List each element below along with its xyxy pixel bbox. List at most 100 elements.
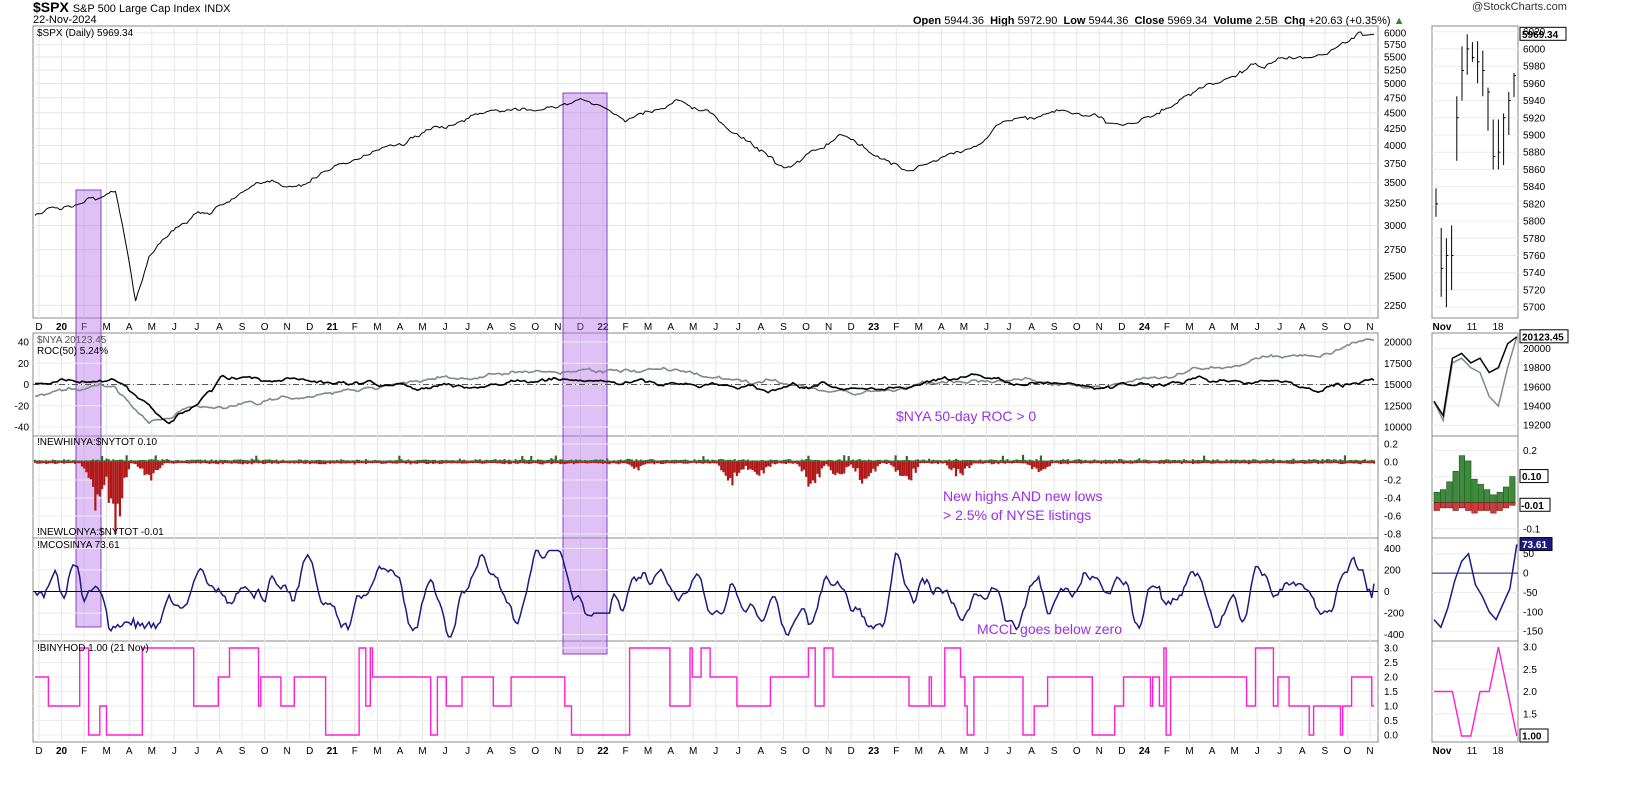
detail-bin-y-tick-label: 1.5 <box>1523 709 1537 720</box>
roc50-line <box>34 373 1375 425</box>
detail-x-tick-label: 18 <box>1492 746 1504 757</box>
nya-y-tick-label: 20000 <box>1384 338 1412 349</box>
panel-price-frame <box>32 25 1379 319</box>
detail-new-high-bar <box>1496 491 1503 503</box>
x-tick-label: N <box>284 322 291 333</box>
nh-annotation-line1: New highs AND new lows <box>943 488 1103 504</box>
bin-y-tick-label: 0.5 <box>1384 716 1398 727</box>
x-tick-label: M <box>418 322 426 333</box>
x-tick-label: S <box>239 746 246 757</box>
x-tick-label: O <box>261 322 269 333</box>
detail-bin-y-tick-label: 2.5 <box>1523 665 1537 676</box>
price-y-tick-label: 4500 <box>1384 108 1407 119</box>
detail-new-high-bar <box>1471 478 1478 503</box>
x-tick-label: M <box>1185 746 1193 757</box>
roc-y-tick-label: 0 <box>23 380 29 391</box>
detail-mc-last-tag <box>1519 537 1553 552</box>
detail-nh-high-value: 0.10 <box>1522 472 1542 483</box>
price-y-tick-label: 3000 <box>1384 221 1407 232</box>
x-tick-label: A <box>1299 322 1306 333</box>
x-tick-label: 21 <box>327 322 339 333</box>
detail-mc-y-tick-label: -150 <box>1523 627 1543 638</box>
spx-price-line <box>34 31 1375 302</box>
detail-price-y-tick-label: 5820 <box>1523 199 1546 210</box>
x-tick-label: S <box>1322 746 1329 757</box>
close-value: 5969.34 <box>1167 15 1208 27</box>
detail-x-tick-label: 11 <box>1467 746 1478 757</box>
x-tick-label: M <box>373 746 381 757</box>
mc-y-tick-label: 400 <box>1384 544 1401 555</box>
x-tick-label: A <box>1028 746 1035 757</box>
nh-y-tick-label: -0.6 <box>1384 512 1402 523</box>
x-tick-label: F <box>352 746 358 757</box>
x-tick-label: N <box>1366 746 1373 757</box>
x-tick-label: D <box>35 322 42 333</box>
detail-price-y-tick-label: 5740 <box>1523 268 1546 279</box>
x-tick-label: J <box>194 746 199 757</box>
up-triangle-icon: ▲ <box>1393 15 1405 27</box>
detail-price-y-tick-label: 5880 <box>1523 148 1546 159</box>
detail-new-low-bar <box>1458 502 1465 509</box>
nh-y-tick-label: -0.8 <box>1384 530 1402 541</box>
x-tick-label: 24 <box>1139 746 1151 757</box>
detail-nya-y-tick-label: 19400 <box>1523 402 1551 413</box>
x-tick-label: M <box>1230 322 1238 333</box>
x-tick-label: J <box>465 322 470 333</box>
x-tick-label: M <box>915 322 923 333</box>
detail-new-low-bar <box>1503 502 1510 509</box>
detail-mc-frame <box>1431 537 1519 642</box>
detail-new-low-bar <box>1440 502 1447 509</box>
detail-nh-y-tick-label: 0.2 <box>1523 446 1537 457</box>
detail-new-high-bar <box>1477 484 1484 503</box>
x-tick-label: J <box>172 746 177 757</box>
mc-legend: !MCOSINYA 73.61 <box>37 540 120 551</box>
x-tick-label: M <box>960 322 968 333</box>
x-tick-label: F <box>893 746 899 757</box>
bin-y-tick-label: 2.5 <box>1384 658 1398 669</box>
high-value: 5972.90 <box>1017 15 1058 27</box>
detail-new-low-bar <box>1484 502 1491 511</box>
x-tick-label: D <box>577 746 584 757</box>
bin-legend: !BINYHOD 1.00 (21 Nov) <box>37 643 149 654</box>
detail-new-high-bar <box>1484 489 1491 503</box>
price-legend: $SPX (Daily) 5969.34 <box>37 28 134 39</box>
price-y-tick-label: 5750 <box>1384 40 1407 51</box>
mc-annotation: MCCL goes below zero <box>977 621 1122 637</box>
x-tick-label: A <box>126 746 133 757</box>
x-tick-label: F <box>893 322 899 333</box>
detail-binyhod-line <box>1434 646 1518 737</box>
price-y-tick-label: 3750 <box>1384 159 1407 170</box>
detail-x-tick-label: 11 <box>1467 322 1478 333</box>
x-tick-label: 20 <box>56 322 68 333</box>
x-tick-label: J <box>1007 322 1012 333</box>
x-tick-label: O <box>1344 746 1352 757</box>
detail-nya-last-value: 20123.45 <box>1522 332 1564 343</box>
nh-annotation-line2: > 2.5% of NYSE listings <box>943 507 1091 523</box>
detail-new-high-bar <box>1433 491 1440 503</box>
price-y-tick-label: 2750 <box>1384 245 1407 256</box>
x-tick-label: O <box>1344 322 1352 333</box>
nya-legend: $NYA 20123.45 <box>37 335 107 346</box>
bin-y-tick-label: 1.0 <box>1384 702 1398 713</box>
detail-price-y-tick-label: 5900 <box>1523 130 1546 141</box>
detail-mc-y-tick-label: -50 <box>1523 588 1538 599</box>
detail-price-frame <box>1431 25 1519 319</box>
x-tick-label: A <box>1209 322 1216 333</box>
detail-new-low-bar <box>1452 502 1459 511</box>
low-value: 5944.36 <box>1088 15 1129 27</box>
price-y-tick-label: 5250 <box>1384 65 1407 76</box>
symbol: $SPX <box>33 0 69 15</box>
x-tick-label: M <box>103 746 111 757</box>
detail-nya-y-tick-label: 19200 <box>1523 421 1551 432</box>
x-tick-label: A <box>938 746 945 757</box>
x-tick-label: D <box>306 322 313 333</box>
x-tick-label: N <box>284 746 291 757</box>
detail-x-tick-label: Nov <box>1433 746 1452 757</box>
detail-mcclellan-line <box>1433 544 1518 629</box>
detail-price-y-tick-label: 5960 <box>1523 79 1546 90</box>
detail-new-low-bar <box>1433 502 1440 511</box>
x-tick-label: J <box>1277 322 1282 333</box>
x-tick-label: D <box>1118 322 1125 333</box>
detail-bin-y-tick-label: 3.0 <box>1523 643 1537 654</box>
nya-line <box>34 338 1375 425</box>
